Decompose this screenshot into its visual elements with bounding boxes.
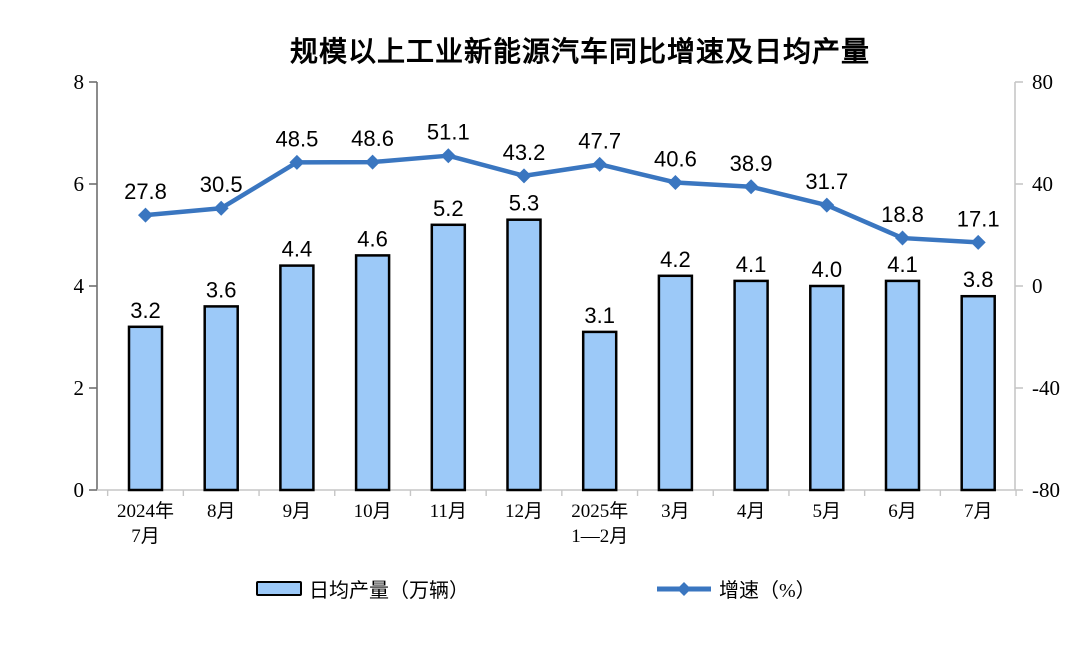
bar: [809, 284, 845, 492]
x-axis-label: 12月: [505, 501, 543, 522]
legend-item-bar: 日均产量（万辆）: [256, 574, 469, 603]
legend-line-label: 增速（%）: [719, 580, 816, 602]
line-value-label: 48.5: [275, 126, 318, 151]
bar-value-label: 3.6: [206, 277, 237, 302]
line-marker: [667, 174, 683, 190]
x-axis-label: 1—2月: [571, 526, 628, 547]
growth-line: [143, 153, 981, 245]
line-value-label: 40.6: [654, 146, 697, 171]
left-axis-tick-label: 0: [74, 478, 85, 502]
bar: [733, 279, 769, 492]
legend-bar-label: 日均产量（万辆）: [309, 580, 469, 602]
bar: [657, 274, 694, 492]
right-axis-tick-label: 40: [1032, 172, 1053, 196]
bar: [506, 218, 542, 492]
bar: [581, 330, 618, 492]
right-axis-tick-label: 80: [1032, 70, 1053, 94]
line-value-label: 30.5: [200, 172, 243, 197]
left-axis-tick-label: 2: [74, 376, 85, 400]
x-axis-label: 10月: [354, 501, 392, 522]
bar: [203, 305, 239, 492]
legend: 日均产量（万辆） 增速（%）: [0, 568, 1080, 608]
line-marker: [592, 156, 608, 172]
line-value-label: 51.1: [427, 120, 470, 145]
line-value-label: 43.2: [503, 140, 546, 165]
x-axis-label: 4月: [737, 501, 766, 522]
bar: [127, 325, 164, 492]
bar-value-label: 4.1: [887, 252, 918, 277]
x-axis-label: 11月: [430, 501, 467, 522]
bar-swatch-icon: [256, 581, 302, 596]
plot-area: 0 2 4 6 8 -80 -40 0 40 80 2024年 7月 8月 9月 10月 11月 12月 2025…: [74, 70, 1061, 547]
bar-value-label: 4.6: [357, 226, 388, 251]
line-value-label: 27.8: [124, 179, 167, 204]
bar: [430, 223, 467, 492]
line-value-label: 17.1: [957, 206, 1000, 231]
x-axis-label: 7月: [131, 526, 160, 547]
bar: [960, 294, 996, 492]
left-axis-tick-label: 4: [74, 274, 85, 298]
bar-value-label: 4.0: [812, 257, 843, 282]
bar-value-label: 3.8: [963, 267, 994, 292]
bar-value-label: 3.2: [130, 298, 161, 323]
x-axis-label: 2024年: [117, 500, 174, 522]
line-swatch-icon: [657, 581, 711, 596]
x-axis-label: 8月: [207, 501, 236, 522]
line-marker: [743, 179, 759, 195]
line-marker: [289, 154, 305, 170]
left-axis-tick-label: 8: [74, 70, 85, 94]
bar: [279, 264, 315, 492]
right-axis-tick-label: -80: [1032, 478, 1060, 502]
line-marker: [440, 148, 456, 164]
x-axis-label: 6月: [888, 501, 917, 522]
line-value-label: 31.7: [805, 169, 848, 194]
right-axis-tick-label: 0: [1032, 274, 1043, 298]
line-value-label: 38.9: [730, 151, 773, 176]
right-axis-tick-label: -40: [1032, 376, 1060, 400]
x-axis-label: 3月: [661, 501, 690, 522]
line-marker: [970, 234, 986, 250]
line-marker: [365, 154, 381, 170]
line-value-label: 18.8: [881, 202, 924, 227]
line-value-label: 48.6: [351, 126, 394, 151]
bar-value-label: 4.2: [660, 247, 691, 272]
bar-value-label: 4.4: [282, 237, 313, 262]
bar-value-label: 5.3: [509, 191, 540, 216]
legend-item-line: 增速（%）: [656, 574, 816, 603]
line-value-label: 47.7: [578, 128, 621, 153]
bar-value-label: 5.2: [433, 196, 464, 221]
line-marker: [516, 168, 532, 184]
bar-value-label: 4.1: [736, 252, 767, 277]
bar: [884, 279, 921, 492]
x-axis-label: 9月: [283, 501, 312, 522]
line-marker: [138, 207, 153, 223]
bar: [354, 254, 391, 492]
line-marker: [213, 200, 229, 216]
x-axis-label: 7月: [964, 501, 993, 522]
chart-title: 规模以上工业新能源汽车同比增速及日均产量: [289, 36, 870, 67]
x-axis-label: 5月: [813, 501, 842, 522]
bar-value-label: 3.1: [584, 303, 615, 328]
x-axis-label: 2025年: [571, 500, 628, 522]
line-marker: [819, 197, 835, 213]
line-marker: [895, 230, 910, 246]
left-axis-tick-label: 6: [74, 172, 85, 196]
